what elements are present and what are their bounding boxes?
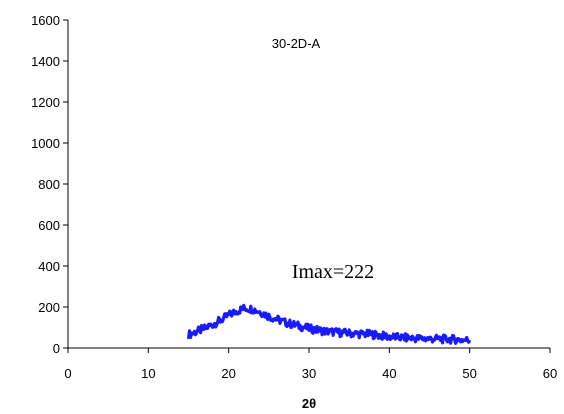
y-tick-label: 1600 — [31, 13, 60, 28]
x-axis-label: 2θ — [302, 396, 316, 411]
y-ticks: 0 200 400 600 800 1000 1200 1400 1600 — [31, 13, 68, 356]
x-tick-label: 40 — [382, 366, 396, 381]
x-ticks: 0 10 20 30 40 50 60 — [64, 348, 557, 381]
y-tick-label: 800 — [38, 177, 60, 192]
axes — [67, 20, 550, 349]
series-line — [186, 303, 472, 345]
y-tick-label: 600 — [38, 218, 60, 233]
y-tick-label: 0 — [53, 341, 60, 356]
x-tick-label: 30 — [302, 366, 316, 381]
y-tick-label: 1000 — [31, 136, 60, 151]
x-tick-label: 20 — [221, 366, 235, 381]
x-tick-label: 50 — [462, 366, 476, 381]
x-tick-label: 0 — [64, 366, 71, 381]
x-tick-label: 10 — [141, 366, 155, 381]
x-tick-label: 60 — [543, 366, 557, 381]
imax-annotation: Imax=222 — [292, 261, 374, 283]
y-tick-label: 1200 — [31, 95, 60, 110]
series-group — [186, 303, 472, 345]
y-tick-label: 400 — [38, 259, 60, 274]
chart-title: 30-2D-A — [272, 36, 321, 51]
y-tick-label: 200 — [38, 300, 60, 315]
y-tick-label: 1400 — [31, 54, 60, 69]
